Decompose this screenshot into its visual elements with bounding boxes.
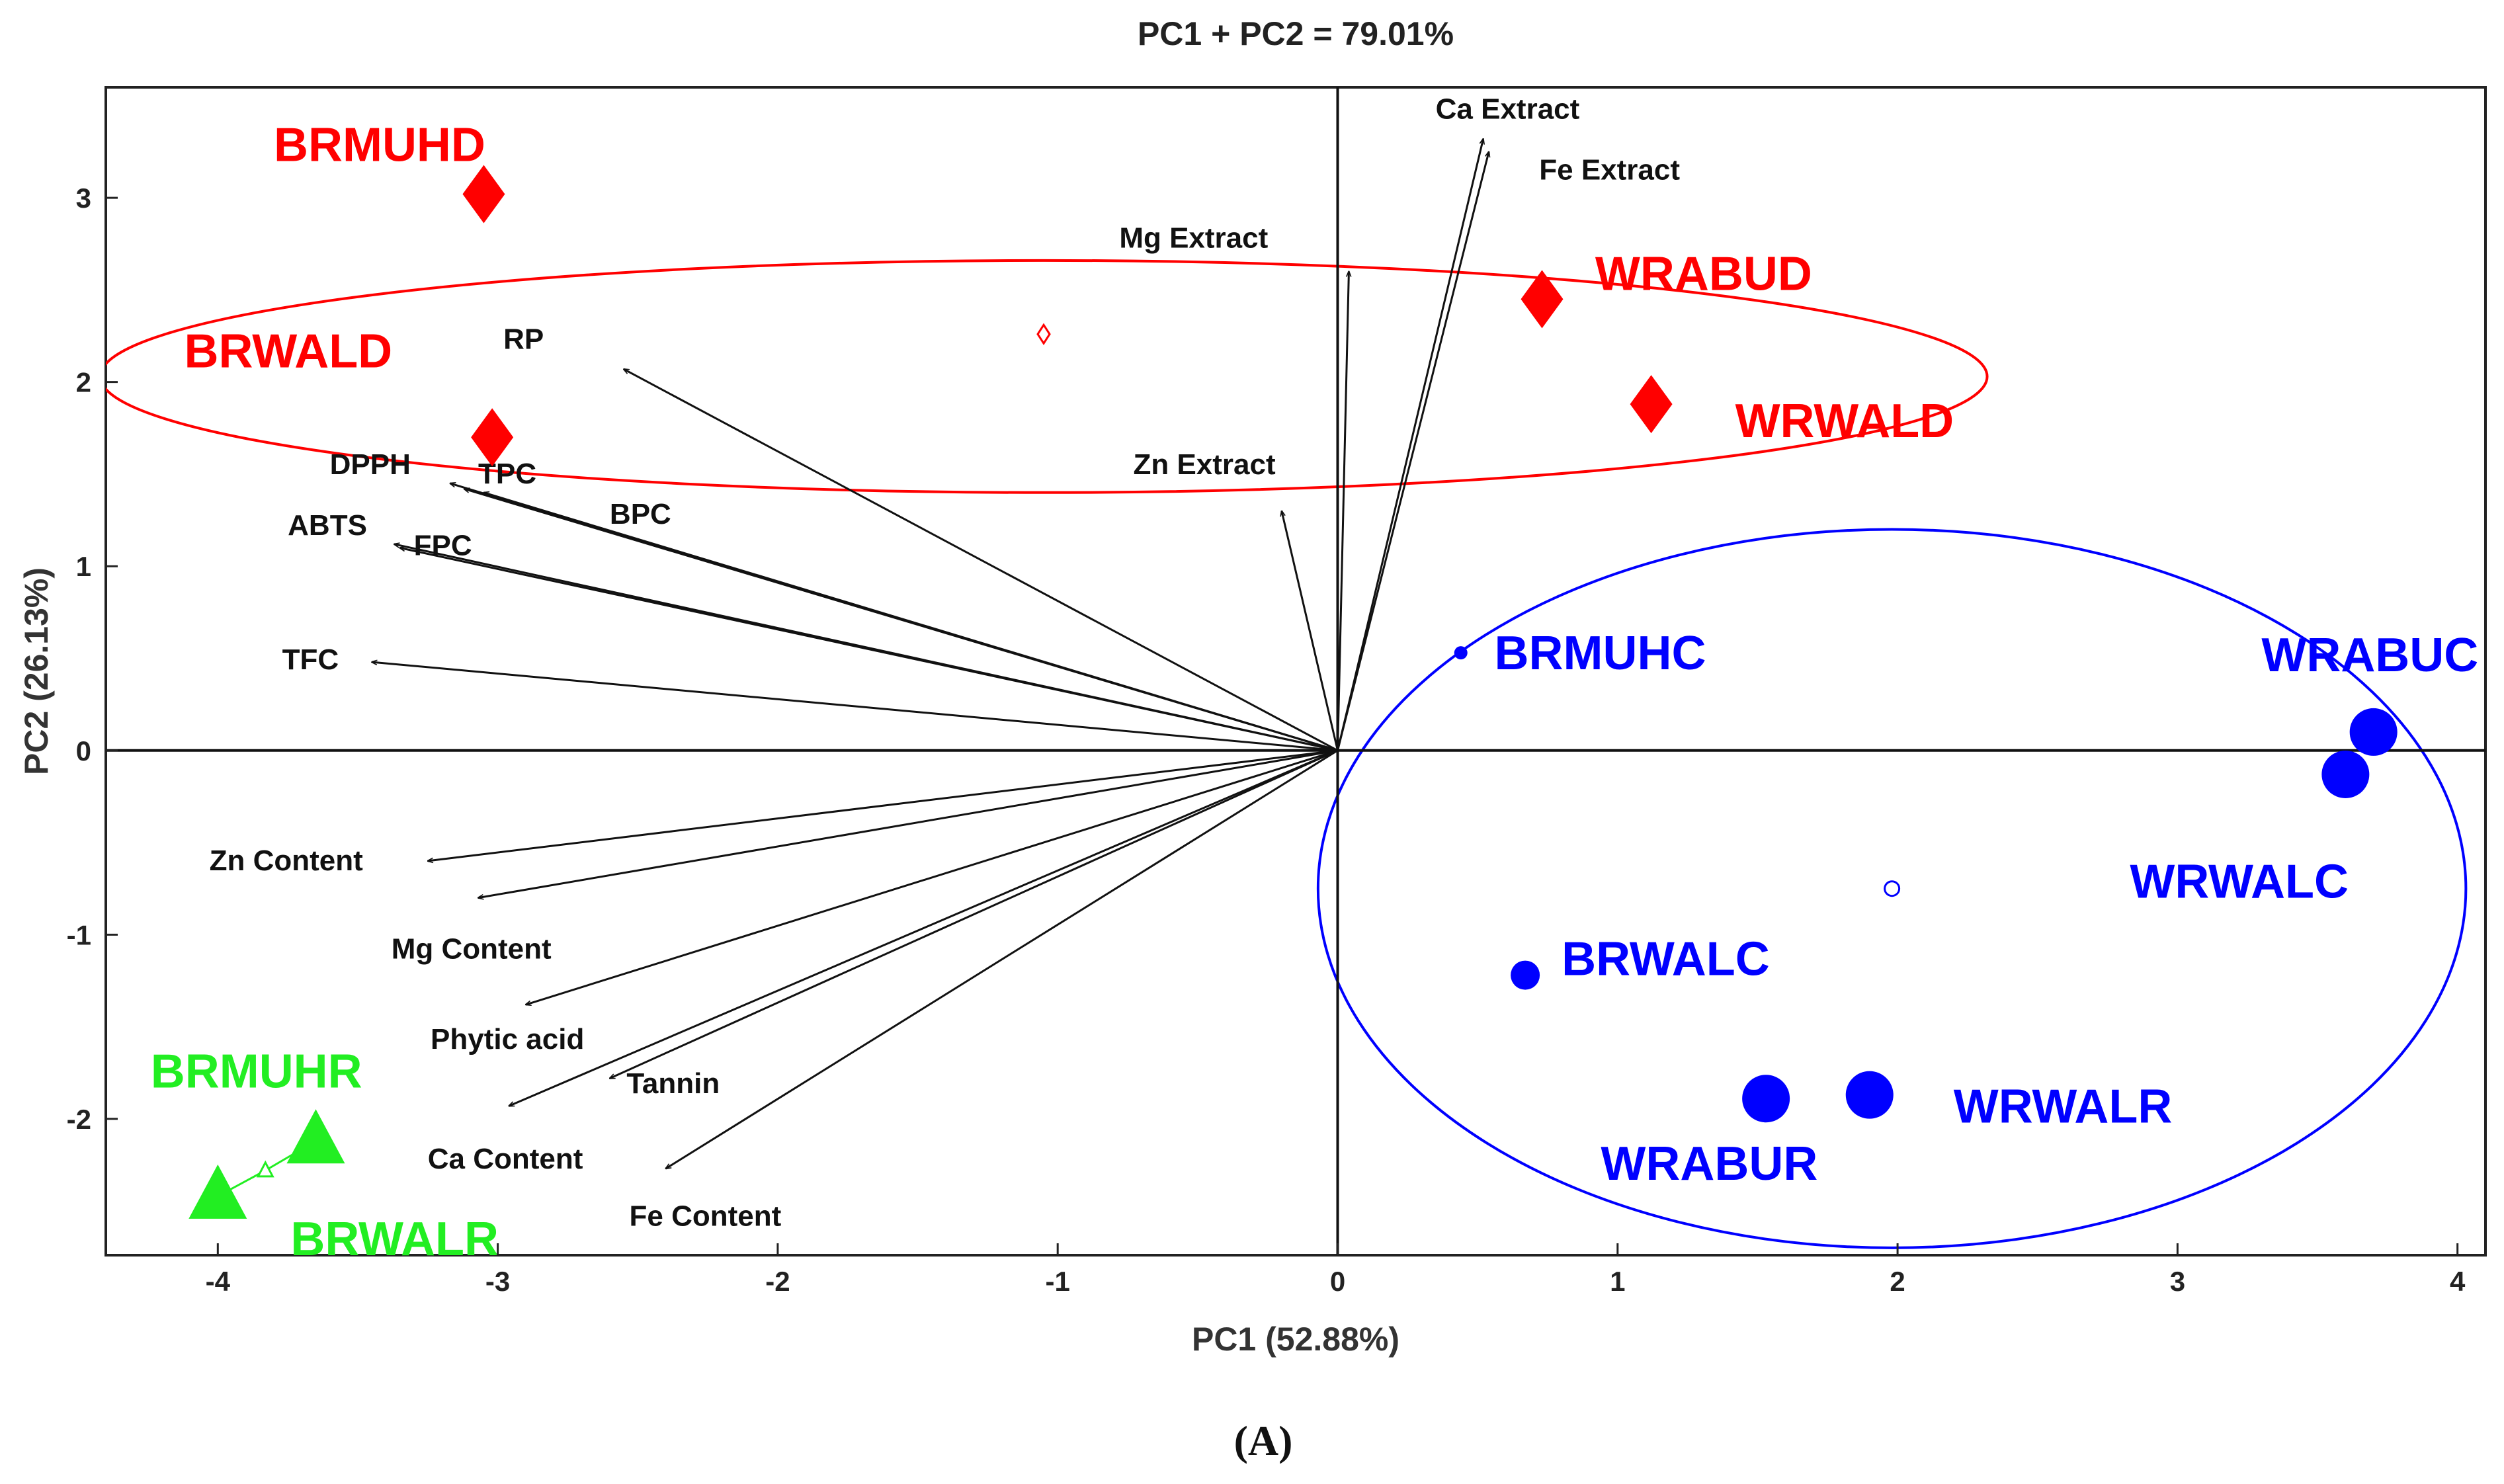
- point-label: BRMUHC: [1495, 627, 1706, 680]
- loading-arrow: [526, 749, 1338, 1005]
- x-tick-label: 1: [1610, 1266, 1625, 1297]
- score-point: [1630, 375, 1673, 434]
- figure-caption: (A): [1234, 1417, 1293, 1464]
- x-tick-label: -4: [206, 1266, 231, 1297]
- blue-group-centroid: [1884, 880, 1901, 897]
- x-tick-label: 4: [2450, 1266, 2466, 1297]
- chart-title: PC1 + PC2 = 79.01%: [1138, 15, 1454, 52]
- loading-label: Mg Content: [392, 933, 552, 966]
- loading-arrow: [372, 662, 1338, 752]
- loading-label: TFC: [282, 643, 339, 676]
- loading-label: Zn Extract: [1133, 448, 1276, 481]
- x-tick-label: 0: [1330, 1266, 1345, 1297]
- point-label: BRMUHD: [274, 118, 485, 171]
- confidence-ellipses: [106, 259, 2468, 1249]
- loading-arrow: [624, 369, 1339, 752]
- x-tick-label: -2: [765, 1266, 790, 1297]
- loading-arrow: [1337, 151, 1489, 751]
- y-tick-label: 3: [76, 183, 91, 214]
- loading-label: Phytic acid: [431, 1023, 584, 1055]
- score-point: [286, 1109, 345, 1164]
- point-label: WRWALD: [1735, 395, 1954, 448]
- score-point: [462, 165, 505, 224]
- y-tick-label: 1: [76, 551, 91, 582]
- loading-arrow: [666, 749, 1339, 1169]
- score-point: [1454, 646, 1468, 660]
- y-tick-label: 0: [76, 735, 91, 766]
- y-axis-label: PC2 (26.13%): [18, 567, 55, 775]
- score-points: BRMUHD BRWALD WRABUD WRWALD BRMUHC WRABUC WRWA…: [151, 118, 2479, 1266]
- score-point: [1511, 960, 1540, 990]
- green-group-centroid: [256, 1160, 274, 1178]
- loading-label: BPC: [610, 498, 671, 530]
- loading-label: Ca Content: [428, 1143, 583, 1175]
- zero-lines: [106, 87, 2485, 1255]
- score-point: [1845, 1071, 1894, 1119]
- loading-arrow: [428, 749, 1338, 861]
- score-point: [471, 408, 514, 467]
- point-label: WRABUR: [1601, 1137, 1817, 1190]
- loading-arrow: [478, 749, 1338, 898]
- loading-arrow: [394, 544, 1338, 752]
- point-label: WRABUD: [1595, 247, 1812, 300]
- red-group-ellipse: [106, 259, 1989, 494]
- score-point: [2349, 708, 2398, 756]
- x-tick-label: 3: [2170, 1266, 2185, 1297]
- loading-label: Fe Extract: [1539, 153, 1680, 186]
- loading-label: Ca Extract: [1436, 93, 1580, 125]
- point-label: WRWALR: [1954, 1080, 2173, 1133]
- loading-arrow: [1282, 511, 1339, 751]
- point-label: BRWALR: [290, 1213, 499, 1266]
- loading-label: FPC: [414, 530, 472, 562]
- loading-arrow: [509, 749, 1339, 1107]
- point-label: BRWALD: [185, 325, 393, 378]
- x-axis-label: PC1 (52.88%): [1192, 1321, 1399, 1358]
- axis-ticks: -4 -3 -2 -1 0 1 2 3 4 -2 -1 0 1 2 3: [67, 183, 2466, 1297]
- score-point: [1742, 1075, 1790, 1123]
- loading-label: ABTS: [288, 509, 367, 542]
- red-group-centroid: [1036, 323, 1051, 346]
- loading-label: Zn Content: [210, 845, 364, 877]
- x-tick-label: -3: [485, 1266, 510, 1297]
- loading-label: RP: [503, 323, 544, 356]
- loading-label: Fe Content: [630, 1200, 782, 1232]
- loading-label: TPC: [478, 458, 536, 490]
- point-label: WRWALC: [2130, 856, 2349, 909]
- score-point: [2321, 750, 2370, 798]
- point-label: WRABUC: [2261, 629, 2478, 682]
- loading-vectors: Ca Extract Fe Extract Mg Extract Zn Extract…: [210, 93, 1681, 1232]
- loading-arrow: [610, 749, 1339, 1079]
- loading-label: Tannin: [626, 1067, 720, 1100]
- loading-label: DPPH: [330, 448, 411, 481]
- loading-arrow: [1336, 272, 1349, 751]
- y-tick-label: -2: [67, 1104, 91, 1135]
- x-tick-label: 2: [1890, 1266, 1905, 1297]
- blue-group-ellipse: [1316, 528, 2468, 1249]
- score-point: [1521, 270, 1564, 329]
- score-point: [188, 1164, 247, 1219]
- x-tick-label: -1: [1046, 1266, 1070, 1297]
- point-label: BRWALC: [1562, 933, 1770, 986]
- loading-arrow: [1337, 139, 1483, 751]
- loading-arrow: [483, 493, 1338, 752]
- loading-label: Mg Extract: [1119, 222, 1268, 254]
- point-label: BRMUHR: [151, 1046, 362, 1098]
- y-tick-label: 2: [76, 367, 91, 398]
- y-tick-label: -1: [67, 919, 91, 950]
